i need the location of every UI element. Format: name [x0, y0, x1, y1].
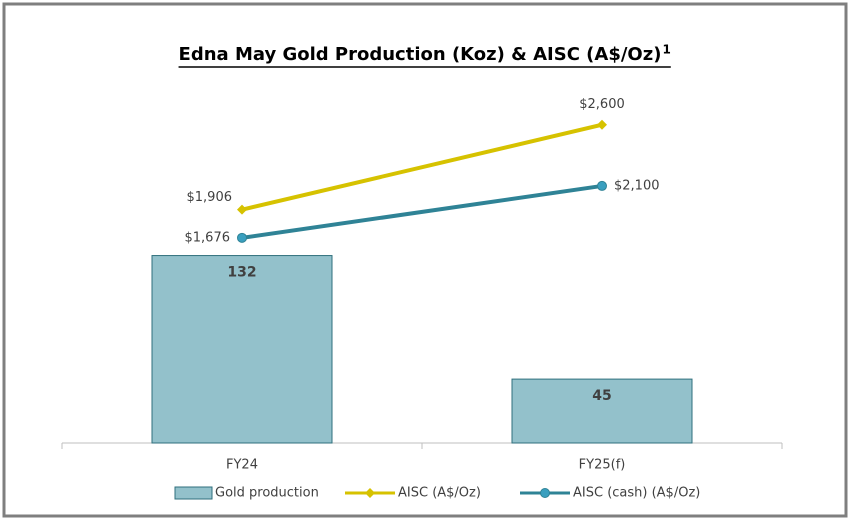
legend-marker — [540, 488, 550, 498]
chart-title: Edna May Gold Production (Koz) & AISC (A… — [179, 44, 662, 65]
data-label: $2,100 — [614, 178, 660, 193]
legend-label: AISC (A$/Oz) — [398, 486, 481, 501]
legend-label: AISC (cash) (A$/Oz) — [573, 486, 700, 501]
bar-value-label: 132 — [227, 265, 256, 281]
line-marker — [237, 204, 247, 215]
legend-swatch — [174, 486, 213, 500]
legend-label: Gold production — [215, 486, 319, 501]
bar — [511, 378, 693, 444]
x-tick-label: FY24 — [226, 458, 258, 473]
legend-marker — [365, 488, 375, 498]
line-marker — [237, 232, 247, 243]
line-marker — [597, 119, 607, 130]
data-label: $1,906 — [187, 190, 233, 205]
x-tick-label: FY25(f) — [579, 458, 626, 473]
data-label: $1,676 — [185, 230, 231, 245]
line — [241, 183, 603, 240]
line — [241, 122, 603, 212]
bar-value-label: 45 — [592, 388, 611, 404]
bar — [151, 255, 333, 444]
title-footnote: 1 — [662, 43, 670, 57]
data-label: $2,600 — [579, 97, 625, 112]
line-marker — [597, 180, 607, 191]
